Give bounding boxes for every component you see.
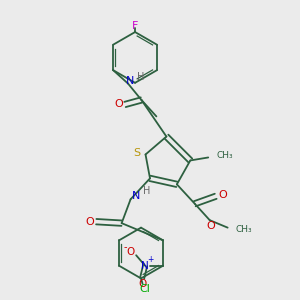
Text: H: H bbox=[137, 72, 144, 82]
Text: O: O bbox=[127, 247, 135, 257]
Text: O: O bbox=[219, 190, 227, 200]
Text: +: + bbox=[147, 255, 154, 264]
Text: O: O bbox=[207, 220, 216, 230]
Text: O: O bbox=[114, 99, 123, 109]
Text: O: O bbox=[85, 217, 94, 227]
Text: Cl: Cl bbox=[139, 284, 150, 294]
Text: N: N bbox=[126, 76, 135, 86]
Text: F: F bbox=[132, 21, 138, 31]
Text: S: S bbox=[134, 148, 141, 158]
Text: H: H bbox=[143, 186, 151, 196]
Text: N: N bbox=[141, 261, 149, 271]
Text: -: - bbox=[123, 242, 127, 252]
Text: O: O bbox=[138, 279, 146, 289]
Text: CH₃: CH₃ bbox=[236, 225, 253, 234]
Text: CH₃: CH₃ bbox=[217, 152, 233, 160]
Text: N: N bbox=[132, 191, 140, 201]
